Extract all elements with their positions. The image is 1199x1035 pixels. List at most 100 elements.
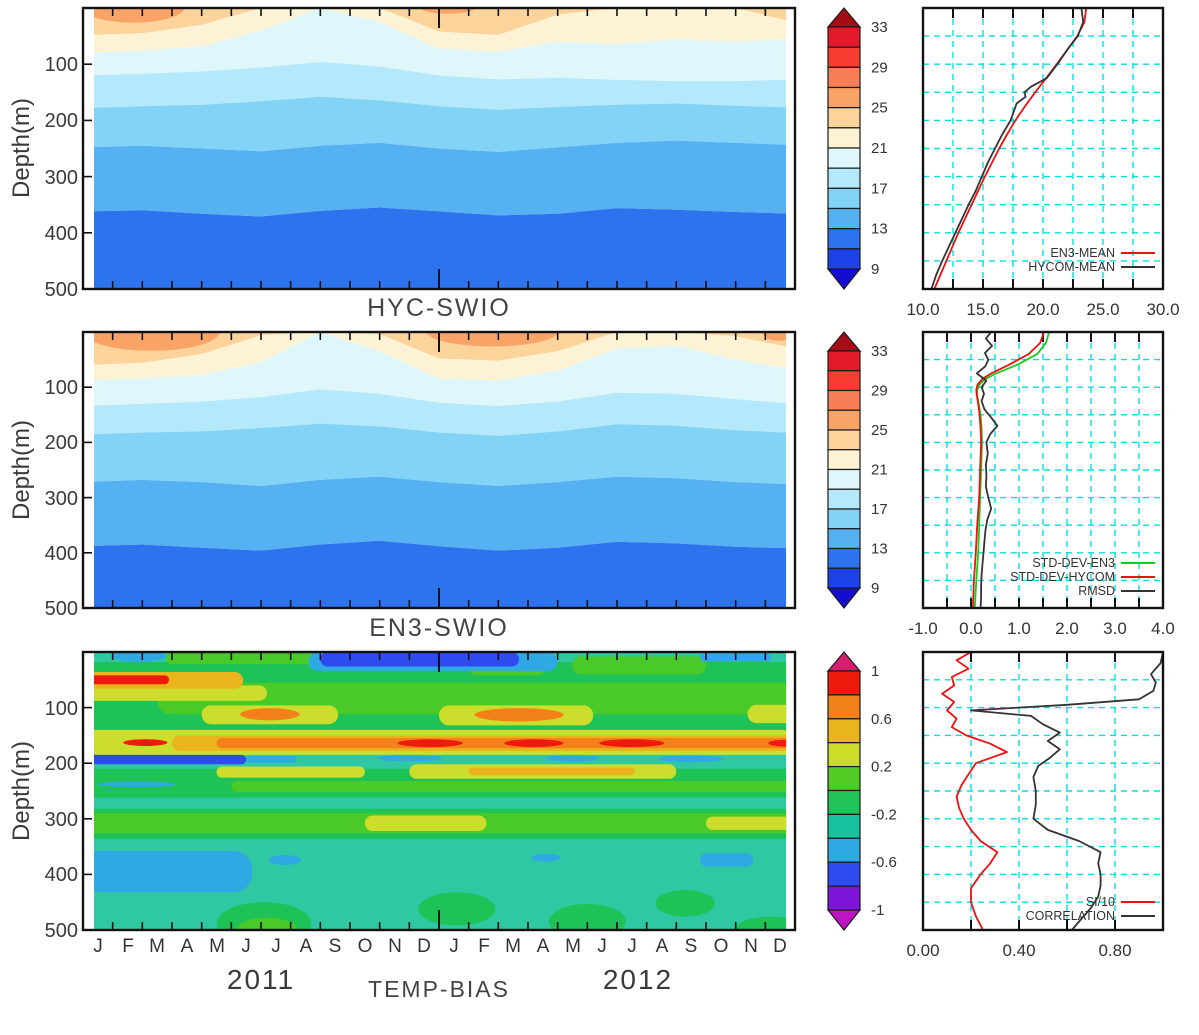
x-axis-tick-label: 25.0 [1086, 300, 1119, 319]
colorbar-tick-label: 17 [871, 501, 888, 518]
x-axis-tick-label: 3.0 [1103, 619, 1127, 638]
colorbar-tick-label: 13 [871, 221, 888, 238]
x-axis-tick-label: 4.0 [1151, 619, 1175, 638]
hyc-swio-contour-plot [81, 6, 797, 291]
depth-tick-label: 300 [44, 809, 78, 831]
legend-entry: STD-DEV-EN3 [1032, 556, 1155, 570]
depth-tick-label: 200 [44, 110, 78, 132]
month-axis-label: D [417, 936, 431, 957]
depth-tick-label: 400 [44, 223, 78, 245]
month-axis-label: J [93, 936, 103, 957]
colorbar-tick-label: 13 [871, 541, 888, 558]
legend-label: EN3-MEAN [1050, 246, 1115, 260]
x-axis-tick-label: 15.0 [966, 300, 999, 319]
month-axis-label: N [744, 936, 758, 957]
month-axis-label: J [627, 936, 637, 957]
legend-entry: CORRELATION [1026, 909, 1155, 923]
colorbar-tick-label: 1 [871, 663, 879, 680]
depth-tick-label: 500 [44, 598, 78, 620]
panel3-title: TEMP-BIAS [368, 976, 510, 1002]
colorbar-tick-label: 33 [871, 343, 888, 360]
colorbar-tick-label: 9 [871, 261, 879, 278]
legend-entry: RMSD [1078, 584, 1155, 598]
legend-entry: HYCOM-MEAN [1028, 260, 1155, 274]
depth-tick-label: 100 [44, 377, 78, 399]
month-axis-label: J [597, 936, 607, 957]
x-axis-tick-label: 1.0 [1007, 619, 1031, 638]
panel1-title: HYC-SWIO [367, 294, 511, 322]
month-axis-label: A [180, 936, 194, 957]
month-axis-label: A [655, 936, 669, 957]
depth-tick-label: 100 [44, 698, 78, 720]
colorbar-tick-label: -0.6 [871, 854, 897, 871]
colorbar-tick-label: 25 [871, 100, 888, 117]
depth-tick-label: 400 [44, 864, 78, 886]
series-correlation [970, 652, 1164, 930]
legend-label: RMSD [1078, 584, 1115, 598]
temp-bias-contour-plot [81, 650, 797, 932]
colorbar-tick-label: 9 [871, 580, 879, 597]
colorbar-tick-label: -0.2 [871, 806, 897, 823]
series-si-10 [941, 652, 1008, 930]
month-axis-label: O [357, 936, 373, 957]
x-axis-tick-label: 0.00 [906, 941, 939, 960]
x-axis-tick-label: 10.0 [906, 300, 939, 319]
colorbar-tick-label: 21 [871, 462, 888, 479]
depth-tick-label: 200 [44, 432, 78, 454]
legend-label: HYCOM-MEAN [1028, 260, 1115, 274]
x-axis-tick-label: 20.0 [1026, 300, 1059, 319]
month-axis-label: D [773, 936, 787, 957]
month-axis-label: A [299, 936, 313, 957]
month-axis-label: J [241, 936, 251, 957]
x-axis-tick-label: 30.0 [1146, 300, 1179, 319]
legend-entry: STD-DEV-HYCOM [1010, 570, 1155, 584]
legend-label: SI/10 [1086, 895, 1115, 909]
depth-axis-label-top: Depth(m) [8, 97, 35, 199]
colorbar-tick-label: 17 [871, 180, 888, 197]
en3-swio-contour-plot [81, 330, 797, 610]
legend-label: CORRELATION [1026, 909, 1115, 923]
legend-entry: SI/10 [1086, 895, 1155, 909]
month-axis-label: F [478, 936, 490, 957]
depth-tick-label: 500 [44, 279, 78, 301]
year-label-2012: 2012 [602, 964, 674, 995]
series-hycom-mean [930, 8, 1085, 289]
month-axis-label: N [388, 936, 402, 957]
legend-entry: EN3-MEAN [1050, 246, 1155, 260]
colorbar-tick-label: 25 [871, 422, 888, 439]
bias-colorbar: 1 0.6 0.2 -0.2 -0.6 -1 [826, 651, 897, 931]
month-axis-label: M [209, 936, 225, 957]
temperature-colorbar-middle: 33 29 25 21 17 13 9 [826, 331, 888, 609]
legend-label: STD-DEV-HYCOM [1010, 570, 1115, 584]
colorbar-tick-label: 0.6 [871, 711, 892, 728]
year-label-2011: 2011 [226, 964, 296, 995]
series-std-dev-hycom [972, 332, 1045, 608]
month-axis-label: S [328, 936, 342, 957]
colorbar-tick-label: 0.2 [871, 759, 892, 776]
month-axis-label: F [122, 936, 134, 957]
month-axis-label: M [505, 936, 521, 957]
depth-tick-label: 200 [44, 753, 78, 775]
depth-axis-label-middle: Depth(m) [8, 419, 35, 521]
legend-label: STD-DEV-EN3 [1032, 556, 1115, 570]
month-axis-label: M [565, 936, 581, 957]
depth-tick-label: 100 [44, 54, 78, 76]
month-axis-label: M [149, 936, 165, 957]
month-axis-label: J [449, 936, 459, 957]
x-axis-tick-label: 2.0 [1055, 619, 1079, 638]
colorbar-tick-label: 29 [871, 383, 888, 400]
month-axis-label: O [713, 936, 729, 957]
series-rmsd [975, 332, 999, 608]
temperature-colorbar-top: 33 29 25 21 17 13 9 [826, 7, 888, 290]
panel2-title: EN3-SWIO [369, 614, 509, 642]
colorbar-tick-label: 21 [871, 140, 888, 157]
month-axis-label: J [271, 936, 281, 957]
month-axis-label: S [684, 936, 698, 957]
x-axis-tick-label: 0.80 [1098, 941, 1131, 960]
x-axis-tick-label: 0.40 [1002, 941, 1035, 960]
depth-axis-label-bottom: Depth(m) [8, 740, 35, 842]
